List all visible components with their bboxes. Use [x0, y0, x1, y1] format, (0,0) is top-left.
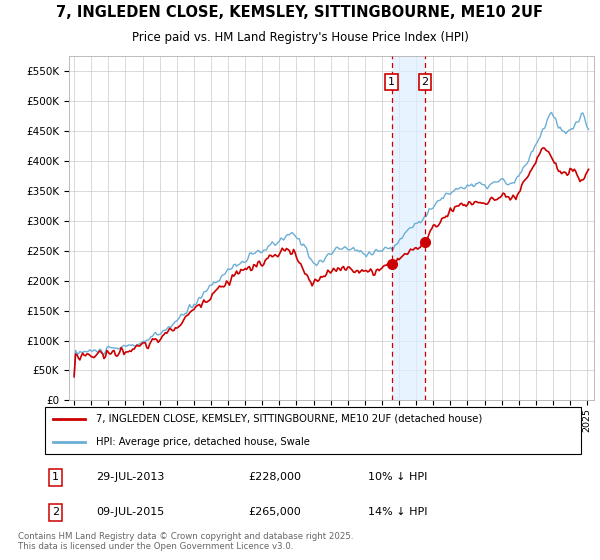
Text: 10% ↓ HPI: 10% ↓ HPI [368, 473, 427, 482]
Text: 29-JUL-2013: 29-JUL-2013 [97, 473, 164, 482]
Text: 1: 1 [52, 473, 59, 482]
Text: £228,000: £228,000 [248, 473, 301, 482]
Text: HPI: Average price, detached house, Swale: HPI: Average price, detached house, Swal… [97, 437, 310, 447]
Text: 14% ↓ HPI: 14% ↓ HPI [368, 507, 427, 517]
Text: 7, INGLEDEN CLOSE, KEMSLEY, SITTINGBOURNE, ME10 2UF (detached house): 7, INGLEDEN CLOSE, KEMSLEY, SITTINGBOURN… [97, 414, 482, 424]
FancyBboxPatch shape [45, 407, 581, 454]
Text: Price paid vs. HM Land Registry's House Price Index (HPI): Price paid vs. HM Land Registry's House … [131, 31, 469, 44]
Text: 09-JUL-2015: 09-JUL-2015 [97, 507, 164, 517]
Text: 2: 2 [421, 77, 428, 87]
Text: 1: 1 [388, 77, 395, 87]
Bar [392, 56, 425, 400]
Text: 7, INGLEDEN CLOSE, KEMSLEY, SITTINGBOURNE, ME10 2UF: 7, INGLEDEN CLOSE, KEMSLEY, SITTINGBOURN… [56, 5, 544, 20]
Text: 2: 2 [52, 507, 59, 517]
Text: £265,000: £265,000 [248, 507, 301, 517]
Text: Contains HM Land Registry data © Crown copyright and database right 2025.
This d: Contains HM Land Registry data © Crown c… [18, 532, 353, 551]
